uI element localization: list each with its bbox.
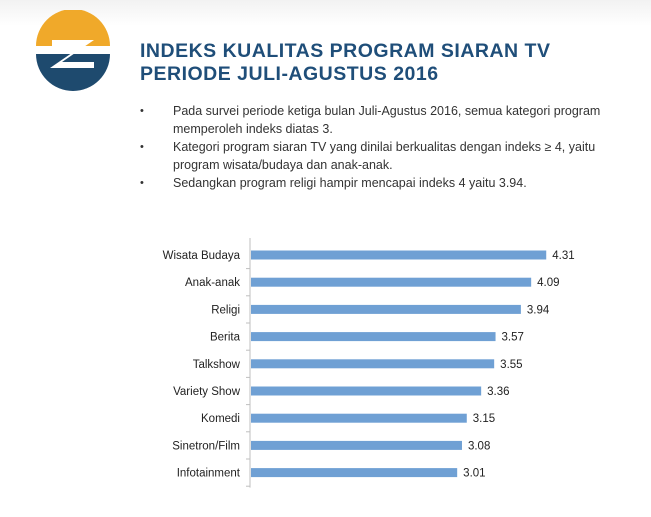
category-label: Anak-anak [185, 277, 240, 289]
bar [251, 250, 547, 260]
data-label: 3.01 [463, 468, 485, 480]
bullet-item: • Kategori program siaran TV yang dinilai… [140, 139, 610, 174]
page-title: INDEKS KUALITAS PROGRAM SIARAN TV PERIOD… [140, 40, 640, 86]
bar [251, 332, 496, 342]
category-label: Wisata Budaya [163, 250, 241, 262]
data-label: 3.94 [527, 304, 550, 316]
category-label: Infotainment [177, 468, 241, 480]
bar [251, 440, 462, 450]
title-line-1: INDEKS KUALITAS PROGRAM SIARAN TV [140, 40, 551, 62]
bullet-marker: • [140, 141, 144, 153]
data-label: 3.08 [468, 440, 490, 452]
bullet-list: • Pada survei periode ketiga bulan Juli-A… [140, 103, 610, 194]
bar [251, 468, 458, 478]
bar [251, 413, 467, 423]
data-label: 3.36 [487, 386, 509, 398]
title-line-2: PERIODE JULI-AGUSTUS 2016 [140, 63, 439, 85]
data-label: 3.55 [500, 359, 522, 371]
category-label: Talkshow [193, 359, 241, 371]
bar [251, 359, 495, 369]
category-label: Sinetron/Film [172, 440, 240, 452]
bullet-item: • Sedangkan program religi hampir mencapa… [140, 175, 610, 193]
bullet-item: • Pada survei periode ketiga bulan Juli-A… [140, 103, 610, 138]
bar [251, 386, 482, 396]
bar [251, 304, 521, 314]
company-logo-icon [36, 10, 110, 91]
data-label: 3.15 [473, 413, 495, 425]
category-label: Religi [211, 304, 240, 316]
data-label: 3.57 [502, 332, 524, 344]
category-label: Berita [210, 332, 241, 344]
data-label: 4.09 [537, 277, 559, 289]
bar-chart: Wisata Budaya 4.31 Anak-anak 4.09 Religi 3.94… [163, 238, 575, 488]
bullet-text: Kategori program siaran TV yang dinilai … [173, 140, 596, 172]
bullet-text: Pada survei periode ketiga bulan Juli-Ag… [173, 104, 601, 136]
bullet-text: Sedangkan program religi hampir mencapai… [173, 176, 527, 190]
top-band [0, 0, 651, 26]
bullet-marker: • [140, 105, 144, 117]
bar [251, 277, 532, 287]
category-label: Variety Show [173, 386, 241, 398]
category-label: Komedi [201, 413, 240, 425]
data-label: 4.31 [552, 250, 574, 262]
bullet-marker: • [140, 177, 144, 189]
